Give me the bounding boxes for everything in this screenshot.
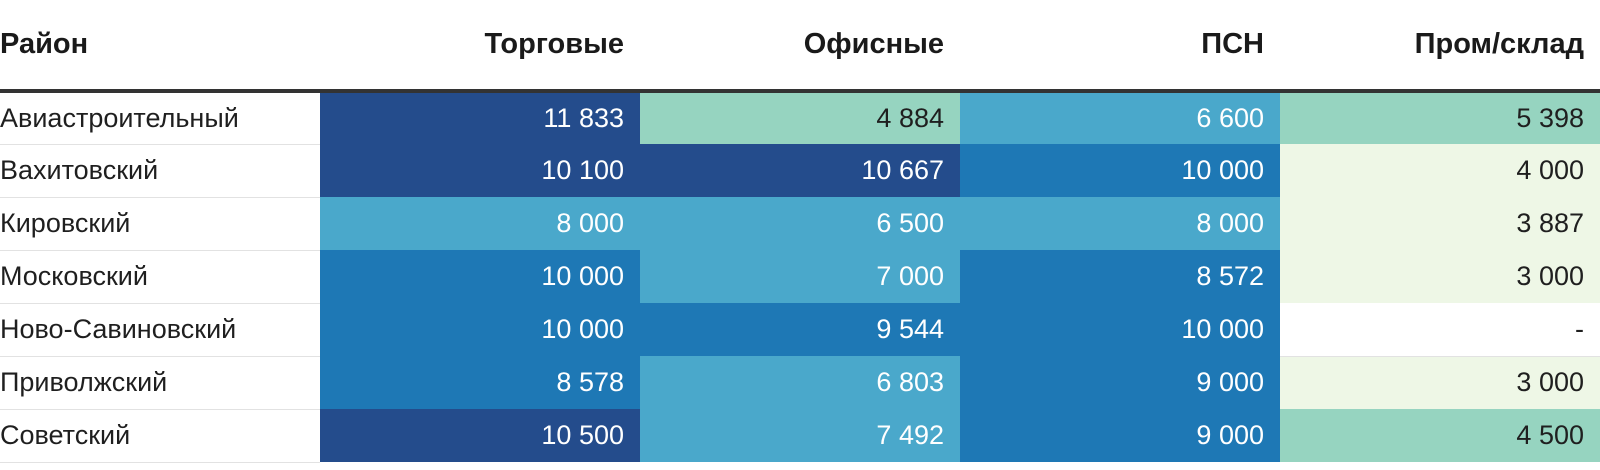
district-name-cell: Советский: [0, 409, 320, 463]
table-row: Московский 10 000 7 000 8 572 3 000: [0, 250, 1600, 304]
heat-cell: 8 578: [320, 356, 640, 409]
heat-cell: 3 000: [1280, 356, 1600, 409]
heat-cell: 10 000: [320, 303, 640, 356]
heat-cell: 10 000: [960, 303, 1280, 356]
table-row: Кировский 8 000 6 500 8 000 3 887: [0, 197, 1600, 251]
district-name-cell: Московский: [0, 250, 320, 304]
heat-cell: 4 000: [1280, 144, 1600, 197]
heat-cell: -: [1280, 303, 1600, 357]
column-header-industrial: Пром/склад: [1280, 0, 1600, 93]
district-name-cell: Авиастроительный: [0, 91, 320, 145]
heat-cell: 9 000: [960, 356, 1280, 409]
district-name-cell: Приволжский: [0, 356, 320, 410]
heat-cell: 9 544: [640, 303, 960, 356]
heat-cell: 6 500: [640, 197, 960, 250]
table-row: Вахитовский 10 100 10 667 10 000 4 000: [0, 144, 1600, 198]
heat-cell: 8 572: [960, 250, 1280, 303]
table-body: Авиастроительный 11 833 4 884 6 600 5 398 Вах…: [0, 91, 1600, 463]
column-header-office: Офисные: [640, 0, 960, 93]
column-header-free-purpose: ПСН: [960, 0, 1280, 93]
heat-cell: 6 600: [960, 91, 1280, 144]
heat-cell: 10 000: [320, 250, 640, 303]
heat-cell: 9 000: [960, 409, 1280, 462]
district-name-cell: Кировский: [0, 197, 320, 251]
heat-cell: 10 667: [640, 144, 960, 197]
column-header-retail: Торговые: [320, 0, 640, 93]
header-row: Район Торговые Офисные ПСН Пром/склад: [0, 0, 1600, 93]
district-name-cell: Вахитовский: [0, 144, 320, 198]
heat-cell: 3 887: [1280, 197, 1600, 250]
heat-cell: 8 000: [320, 197, 640, 250]
heat-cell: 6 803: [640, 356, 960, 409]
heat-cell: 11 833: [320, 91, 640, 144]
heat-cell: 10 500: [320, 409, 640, 462]
column-header-district: Район: [0, 0, 320, 93]
heat-cell: 4 884: [640, 91, 960, 144]
heat-cell: 7 000: [640, 250, 960, 303]
heat-cell: 5 398: [1280, 91, 1600, 144]
heat-cell: 4 500: [1280, 409, 1600, 462]
table-row: Приволжский 8 578 6 803 9 000 3 000: [0, 356, 1600, 410]
table-row: Советский 10 500 7 492 9 000 4 500: [0, 409, 1600, 463]
table-header: Район Торговые Офисные ПСН Пром/склад: [0, 0, 1600, 93]
district-name-cell: Ново-Савиновский: [0, 303, 320, 357]
table-row: Ново-Савиновский 10 000 9 544 10 000-: [0, 303, 1600, 357]
heat-cell: 8 000: [960, 197, 1280, 250]
heat-cell: 10 000: [960, 144, 1280, 197]
heat-cell: 3 000: [1280, 250, 1600, 303]
heat-cell: 10 100: [320, 144, 640, 197]
heat-cell: 7 492: [640, 409, 960, 462]
table-row: Авиастроительный 11 833 4 884 6 600 5 398: [0, 91, 1600, 145]
